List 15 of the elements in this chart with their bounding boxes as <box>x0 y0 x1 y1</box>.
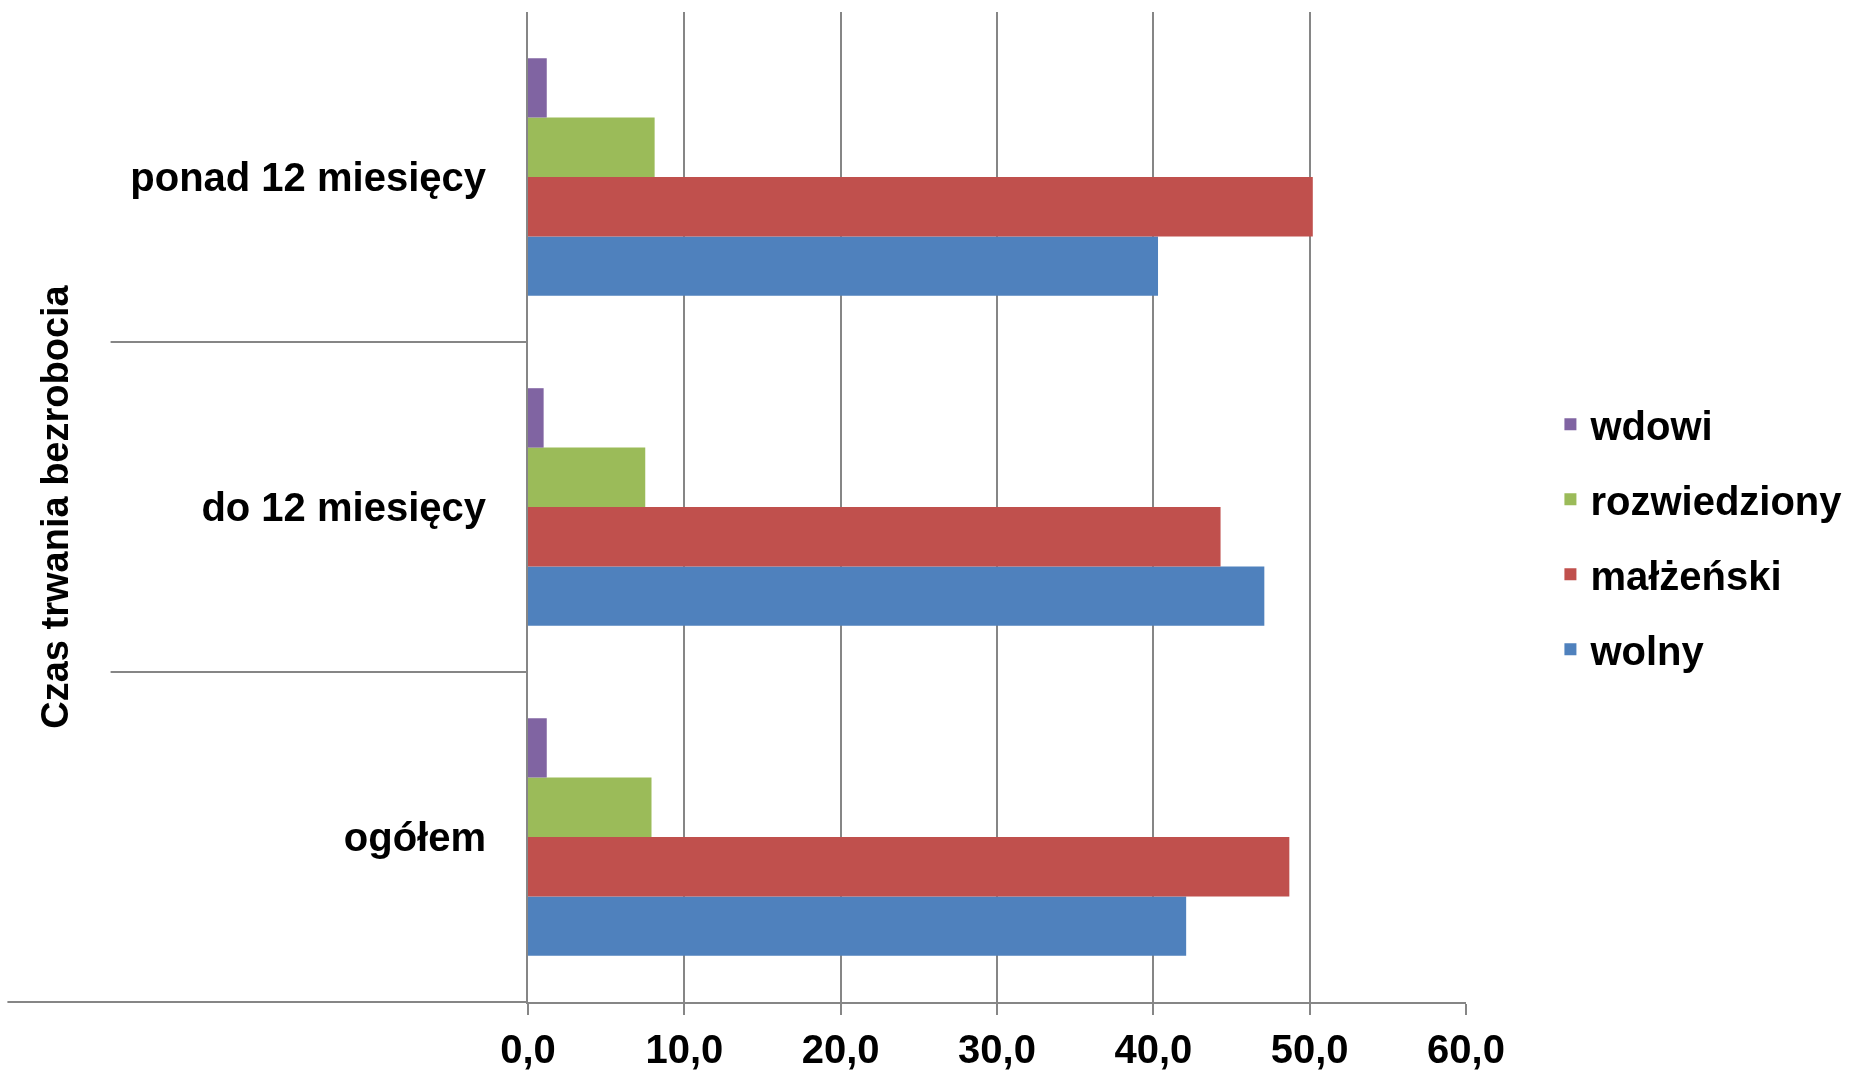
y-tick-label: ponad 12 miesięcy <box>130 155 487 199</box>
legend-label: wdowi <box>1589 403 1713 448</box>
x-tick-label: 20,0 <box>801 1027 880 1071</box>
legend-label: rozwiedziony <box>1590 478 1843 523</box>
x-tick-label: 10,0 <box>645 1027 724 1071</box>
x-tick-label: 0,0 <box>500 1027 556 1071</box>
y-tick-label: ogółem <box>343 815 486 859</box>
x-tick-label: 60,0 <box>1427 1027 1505 1071</box>
y-tick-label: do 12 miesięcy <box>201 485 487 529</box>
y-axis-title: Czas trwania bezrobocia <box>33 284 76 729</box>
legend-label: małżeński <box>1590 553 1782 598</box>
x-tick-label: 30,0 <box>958 1027 1036 1071</box>
legend-label: wolny <box>1589 628 1705 673</box>
x-tick-label: 40,0 <box>1114 1027 1193 1071</box>
x-tick-label: 50,0 <box>1270 1027 1349 1071</box>
